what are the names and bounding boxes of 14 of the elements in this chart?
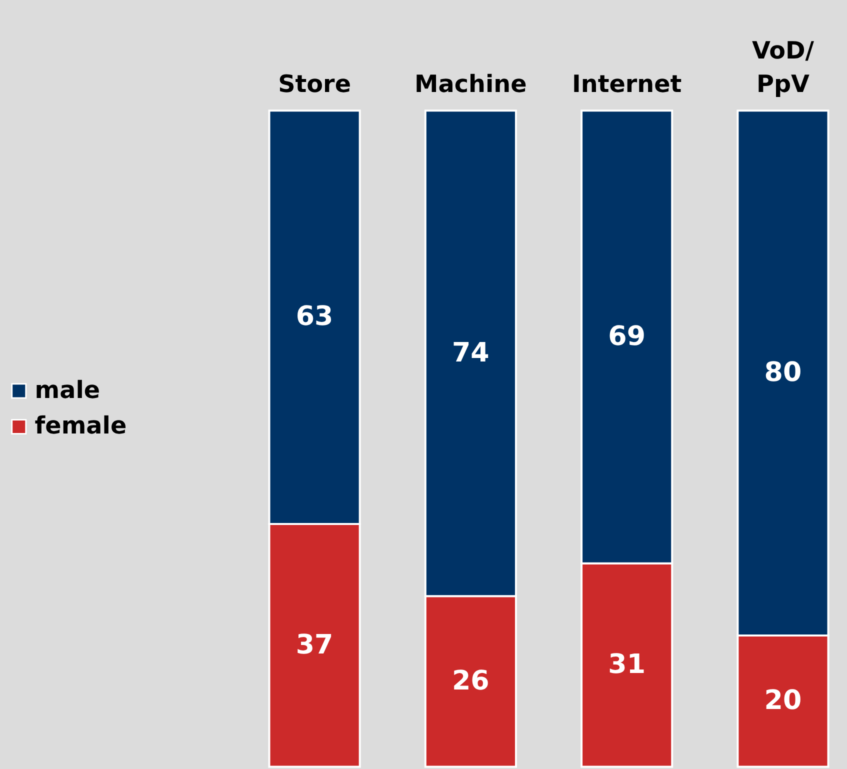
data-label: 69 — [608, 320, 646, 352]
x-tick-label: Store — [278, 70, 351, 98]
data-label: 37 — [296, 629, 334, 660]
data-label: 80 — [764, 357, 802, 388]
data-label: 63 — [296, 301, 334, 332]
x-tick-label: Internet — [572, 70, 682, 98]
data-label: 74 — [452, 337, 490, 368]
legend-label: male — [34, 376, 100, 404]
data-label: 31 — [608, 648, 646, 680]
x-tick-label: VoD/PpV — [752, 36, 814, 98]
legend-label: female — [34, 412, 127, 440]
x-tick-label: Machine — [414, 70, 527, 98]
data-label: 20 — [764, 685, 802, 716]
data-label: 26 — [452, 665, 490, 696]
